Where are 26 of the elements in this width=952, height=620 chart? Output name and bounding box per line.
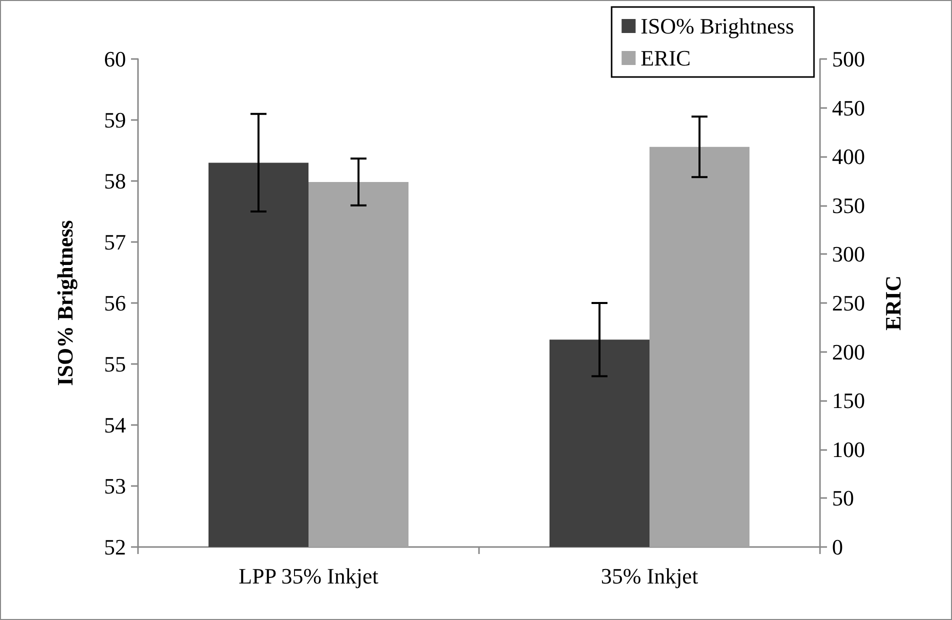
y2-tick-label: 0 xyxy=(832,534,843,560)
x-tick-label: LPP 35% Inkjet xyxy=(238,564,378,588)
y-tick-label: 55 xyxy=(104,352,126,376)
y2-tick-label: 200 xyxy=(832,339,865,364)
y2-tick-label: 300 xyxy=(832,242,865,267)
y2-tick-label: 50 xyxy=(832,486,854,511)
y-tick-label: 57 xyxy=(104,230,126,254)
y2-tick-label: 500 xyxy=(832,46,865,72)
y2-tick-label: 150 xyxy=(832,388,865,414)
y2-tick-label: 450 xyxy=(832,95,865,120)
y-tick-label: 59 xyxy=(104,108,126,132)
y-tick-label: 54 xyxy=(104,412,126,438)
y-tick-label: 56 xyxy=(104,290,126,316)
y-tick-label: 53 xyxy=(104,474,126,498)
y2-tick-label: 350 xyxy=(832,192,865,218)
y2-tick-label: 100 xyxy=(832,436,865,462)
y-tick-label: 52 xyxy=(104,534,126,560)
legend-label: ISO% Brightness xyxy=(640,14,794,38)
y-axis-title: ISO% Brightness xyxy=(52,220,78,386)
y2-tick-label: 400 xyxy=(832,144,865,170)
y2-axis-title: ERIC xyxy=(880,275,906,331)
y-tick-label: 58 xyxy=(104,168,126,194)
legend-label: ERIC xyxy=(640,46,691,70)
x-tick-label: 35% Inkjet xyxy=(600,564,698,588)
y2-tick-label: 250 xyxy=(832,290,865,316)
y-tick-label: 60 xyxy=(104,46,126,72)
